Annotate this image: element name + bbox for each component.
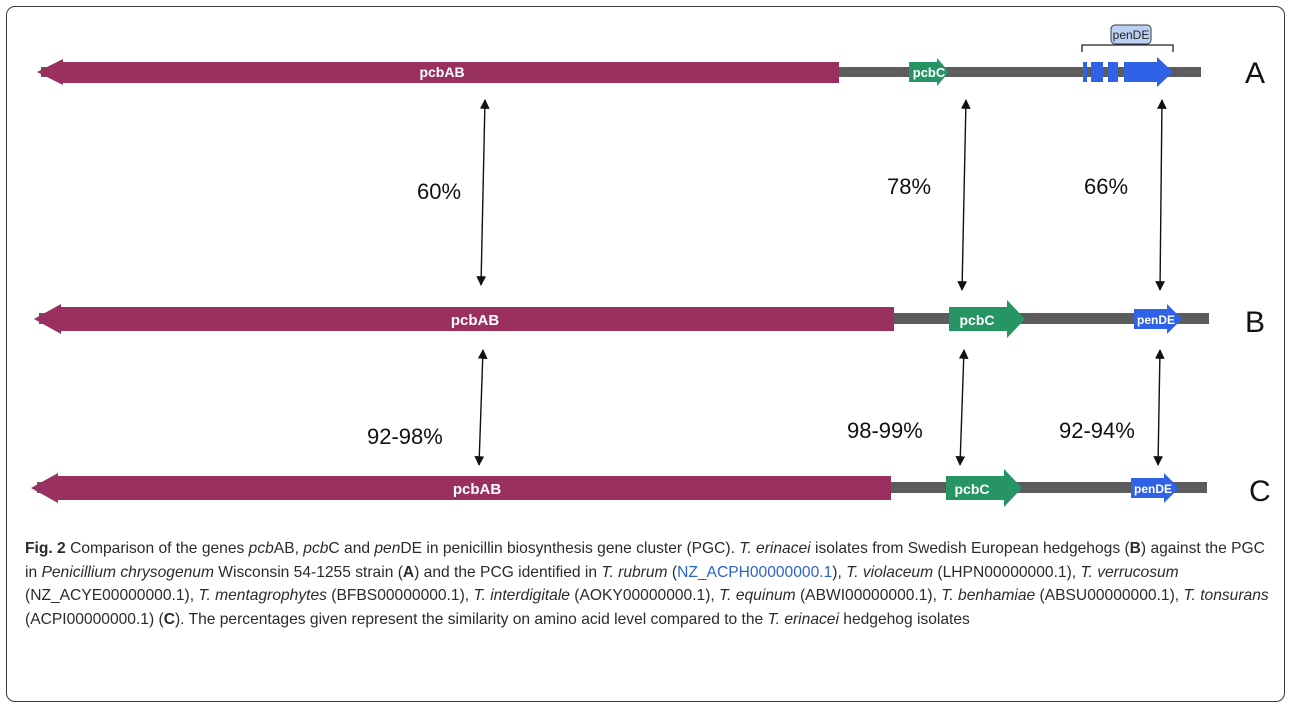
- similarity-arrow-bc-pcbab: [474, 349, 488, 466]
- similarity-arrow-ab-pcbab: [476, 99, 490, 286]
- row-b-label: B: [1245, 306, 1265, 339]
- caption-row-ref: C: [163, 610, 175, 628]
- similarity-a-b: 60% 78% 66%: [417, 99, 1167, 291]
- caption-text: (: [667, 563, 678, 581]
- similarity-b-c: 92-98% 98-99% 92-94%: [367, 349, 1165, 466]
- row-b-pcbc-gene: [949, 300, 1025, 338]
- caption-text: isolates from Swedish European hedgehogs…: [810, 540, 1130, 557]
- similarity-arrow-bc-pende: [1153, 349, 1165, 466]
- row-a-pcbc-gene: [909, 58, 949, 86]
- caption-species: T. erinacei: [767, 610, 839, 628]
- caption-text: (ACPI00000000.1) (: [25, 610, 164, 628]
- row-c-pcbab-label: pcbAB: [453, 481, 502, 498]
- similarity-value-bc-pende: 92-94%: [1059, 418, 1135, 443]
- row-c: pcbAB pcbC penDE C: [31, 469, 1271, 508]
- caption-text: Wisconsin 54-1255 strain (: [213, 563, 403, 581]
- row-c-pende-label: penDE: [1134, 482, 1172, 496]
- gene-cluster-diagram: pcbAB pcbC penDE A pcbAB pcbC: [31, 24, 1271, 508]
- caption-text: hedgehog isolates: [838, 610, 970, 628]
- similarity-value-ab-pcbab: 60%: [417, 179, 461, 204]
- row-b: pcbAB pcbC penDE B: [34, 300, 1265, 339]
- caption-species: T. violaceum: [846, 563, 934, 581]
- caption-species: Penicillium chrysogenum: [41, 563, 214, 581]
- caption-text: ) against the PGC in: [25, 540, 1265, 581]
- caption-gene: pen: [374, 540, 401, 557]
- caption-species: T. tonsurans: [1183, 587, 1269, 604]
- similarity-value-bc-pcbab: 92-98%: [367, 424, 443, 449]
- caption-text: (AOKY00000000.1),: [569, 587, 720, 604]
- pende-bracket-label: penDE: [1113, 28, 1150, 42]
- caption-species: T. erinacei: [739, 540, 811, 557]
- caption-species: T. rubrum: [601, 563, 668, 581]
- figure-frame: pcbAB pcbC penDE A pcbAB pcbC: [6, 6, 1285, 702]
- row-b-pcbab-label: pcbAB: [451, 312, 500, 329]
- caption-species: T. mentagrophytes: [198, 587, 327, 604]
- row-a: pcbAB pcbC penDE A: [37, 24, 1265, 90]
- similarity-value-ab-pende: 66%: [1084, 174, 1128, 199]
- similarity-value-ab-pcbc: 78%: [887, 174, 931, 199]
- caption-species: T. interdigitale: [473, 587, 570, 604]
- row-b-pcbc-label: pcbC: [960, 312, 995, 328]
- row-a-pende-exons: [1083, 57, 1173, 87]
- caption-text: (ABSU00000000.1),: [1035, 587, 1184, 604]
- row-a-pcbab-gene: [37, 59, 839, 85]
- accession-link[interactable]: NZ_ACPH00000000.1: [677, 563, 833, 581]
- caption-text: (LHPN00000000.1),: [933, 563, 1081, 581]
- row-c-label: C: [1249, 475, 1271, 508]
- caption-gene: pcb: [248, 540, 274, 557]
- row-a-label: A: [1245, 57, 1265, 90]
- caption-text: (NZ_ACYE00000000.1),: [25, 587, 199, 604]
- similarity-arrow-ab-pcbc: [957, 99, 971, 291]
- row-b-pende-gene: [1134, 304, 1182, 334]
- caption-text: C and: [328, 540, 375, 557]
- caption-row-ref: A: [402, 563, 415, 581]
- row-a-pende-exon-1: [1083, 62, 1087, 82]
- row-b-pcbab-gene: [34, 304, 894, 334]
- row-a-pende-exon-3: [1108, 62, 1118, 82]
- row-a-pende-exon-2: [1091, 62, 1103, 82]
- caption-species: T. equinum: [719, 587, 796, 604]
- caption-fig-label: Fig. 2: [25, 540, 66, 557]
- figure-caption: Fig. 2 Comparison of the genes pcbAB, pc…: [25, 537, 1275, 631]
- similarity-arrow-bc-pcbc: [955, 349, 969, 466]
- caption-species: T. benhamiae: [941, 587, 1036, 604]
- caption-text: Comparison of the genes: [65, 540, 249, 557]
- row-b-pende-label: penDE: [1137, 313, 1175, 327]
- row-a-pcbab-label: pcbAB: [419, 64, 464, 80]
- similarity-arrow-ab-pende: [1155, 99, 1167, 291]
- pende-bracket: penDE: [1081, 24, 1174, 52]
- caption-text: ) and the PCG identified in: [414, 563, 602, 581]
- caption-text: ),: [832, 563, 847, 581]
- row-c-pende-gene: [1131, 473, 1179, 503]
- caption-text: (ABWI00000000.1),: [795, 587, 942, 604]
- row-a-pcbc-label: pcbC: [913, 65, 946, 80]
- caption-gene: pcb: [303, 540, 329, 557]
- similarity-value-bc-pcbc: 98-99%: [847, 418, 923, 443]
- row-c-pcbab-gene: [31, 473, 891, 503]
- row-c-pcbc-gene: [946, 469, 1022, 507]
- caption-text: DE in penicillin biosynthesis gene clust…: [400, 540, 740, 557]
- caption-text: ). The percentages given represent the s…: [174, 610, 768, 628]
- row-c-pcbc-label: pcbC: [955, 481, 990, 497]
- caption-text: (BFBS00000000.1),: [326, 587, 474, 604]
- caption-text: AB,: [273, 540, 304, 557]
- caption-row-ref: B: [1129, 540, 1141, 557]
- pende-bracket-badge: [1110, 24, 1152, 45]
- caption-species: T. verrucosum: [1080, 563, 1179, 581]
- row-a-pende-exon-4: [1124, 57, 1173, 87]
